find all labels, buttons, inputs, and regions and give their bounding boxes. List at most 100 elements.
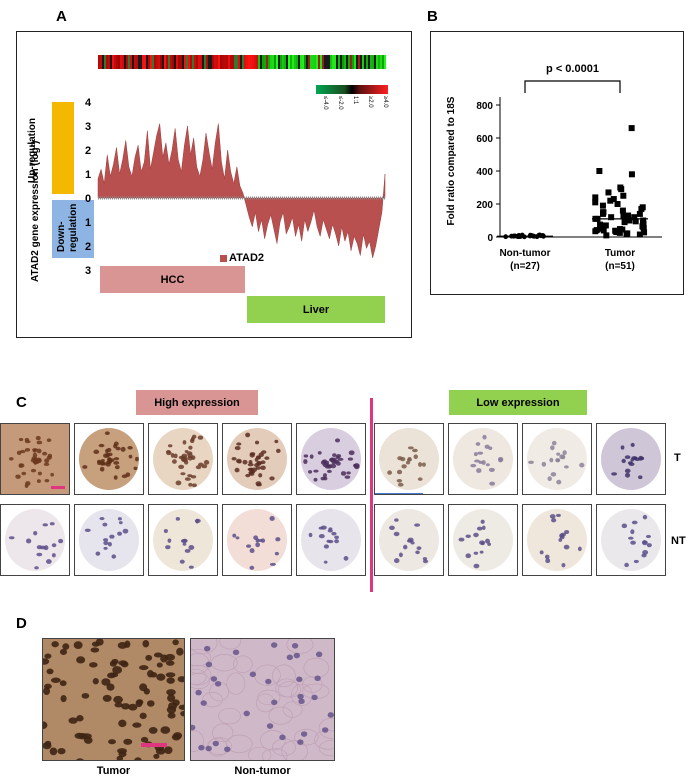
nucleus bbox=[57, 747, 66, 755]
significance-bracket bbox=[524, 80, 621, 93]
nucleus bbox=[249, 452, 255, 458]
nucleus bbox=[114, 702, 123, 708]
point-tumor bbox=[602, 222, 609, 229]
nucleus bbox=[111, 554, 117, 559]
nucleus bbox=[403, 544, 408, 550]
nucleus bbox=[103, 538, 109, 542]
heatmap-cell bbox=[344, 55, 347, 69]
heatmap-cell bbox=[310, 55, 313, 69]
nucleus bbox=[624, 468, 631, 473]
nucleus bbox=[33, 531, 38, 536]
point-tumor bbox=[592, 228, 599, 235]
heatmap-cell bbox=[316, 55, 319, 69]
heatmap-cell bbox=[336, 55, 339, 69]
nucleus bbox=[562, 450, 567, 456]
nucleus bbox=[330, 457, 334, 463]
nucleus bbox=[46, 455, 52, 460]
nucleus bbox=[99, 516, 105, 521]
nucleus bbox=[266, 723, 274, 729]
tissue-core-tumor bbox=[596, 423, 666, 495]
nucleus bbox=[473, 532, 479, 538]
nucleus bbox=[347, 457, 354, 461]
y-tick-label: 3 bbox=[85, 265, 91, 275]
cell-outline bbox=[261, 748, 288, 760]
nucleus bbox=[135, 699, 143, 708]
nucleus bbox=[271, 699, 278, 706]
nucleus bbox=[642, 514, 648, 520]
nucleus bbox=[251, 467, 258, 472]
heatmap-cell bbox=[116, 55, 119, 69]
heatmap-cell bbox=[282, 55, 285, 69]
nucleus bbox=[36, 440, 43, 445]
nucleus bbox=[188, 445, 193, 450]
cell-outline bbox=[191, 639, 218, 654]
nucleus bbox=[156, 673, 166, 681]
nucleus bbox=[84, 528, 91, 533]
nucleus bbox=[8, 457, 14, 461]
nucleus bbox=[248, 472, 255, 476]
point-tumor bbox=[628, 125, 635, 132]
point-tumor bbox=[620, 192, 627, 199]
cell-outline bbox=[191, 649, 212, 667]
nucleus bbox=[182, 542, 187, 546]
nucleus bbox=[630, 458, 635, 462]
heatmap-cell bbox=[102, 55, 105, 69]
tissue-nuclei bbox=[84, 516, 129, 559]
nucleus bbox=[255, 542, 260, 548]
nucleus bbox=[335, 455, 340, 460]
tissue-core-tumor bbox=[522, 423, 592, 495]
nucleus bbox=[163, 529, 168, 534]
cell-outline bbox=[191, 672, 210, 690]
heatmap-cell bbox=[298, 55, 301, 69]
nucleus bbox=[205, 745, 212, 752]
nucleus bbox=[331, 531, 337, 536]
panel-c-letter: C bbox=[16, 394, 27, 411]
heatmap-cell bbox=[158, 55, 161, 69]
heatmap-cell bbox=[136, 55, 139, 69]
nucleus bbox=[311, 694, 318, 701]
heatmap-cell bbox=[354, 55, 357, 69]
nucleus bbox=[577, 546, 582, 552]
heatmap-cell bbox=[366, 55, 369, 69]
nucleus bbox=[82, 465, 88, 469]
heatmap-cell bbox=[264, 55, 267, 69]
nucleus bbox=[243, 710, 250, 717]
nucleus bbox=[326, 539, 331, 543]
nucleus bbox=[92, 678, 99, 685]
panel-b-y-axis-label: Fold ratio compared to 18S bbox=[446, 96, 457, 225]
nucleus bbox=[30, 468, 37, 473]
cell-outline bbox=[272, 664, 296, 688]
nucleus bbox=[138, 665, 149, 671]
nucleus bbox=[547, 476, 552, 482]
point-tumor bbox=[640, 224, 647, 231]
heatmap-cell bbox=[218, 55, 221, 69]
y-tick-label: 1 bbox=[85, 217, 91, 229]
heatmap-scale-label: ≥2.0 bbox=[367, 96, 373, 108]
nucleus bbox=[314, 675, 321, 682]
cell-outline bbox=[281, 740, 308, 760]
nucleus bbox=[25, 538, 32, 544]
nucleus bbox=[49, 747, 58, 756]
nucleus bbox=[68, 717, 78, 724]
heatmap-cell bbox=[262, 55, 265, 69]
nucleus bbox=[62, 643, 70, 650]
nucleus bbox=[78, 733, 88, 740]
cell-outline bbox=[303, 657, 330, 679]
heatmap-cell bbox=[176, 55, 179, 69]
tissue-disk bbox=[5, 509, 65, 571]
nucleus bbox=[106, 683, 115, 691]
heatmap-cell bbox=[324, 55, 327, 69]
high-expression-box: High expression bbox=[136, 390, 258, 415]
nucleus bbox=[172, 459, 177, 464]
tissue-disk bbox=[601, 509, 661, 571]
legend-label: ATAD2 bbox=[229, 252, 265, 264]
heatmap-cell bbox=[284, 55, 287, 69]
tissue-nuclei bbox=[232, 516, 281, 570]
heatmap-cell bbox=[306, 55, 309, 69]
nucleus bbox=[165, 660, 175, 666]
nucleus bbox=[308, 470, 313, 474]
y-tick-label: 2 bbox=[85, 145, 91, 157]
nucleus bbox=[36, 479, 41, 483]
nucleus bbox=[195, 465, 202, 470]
